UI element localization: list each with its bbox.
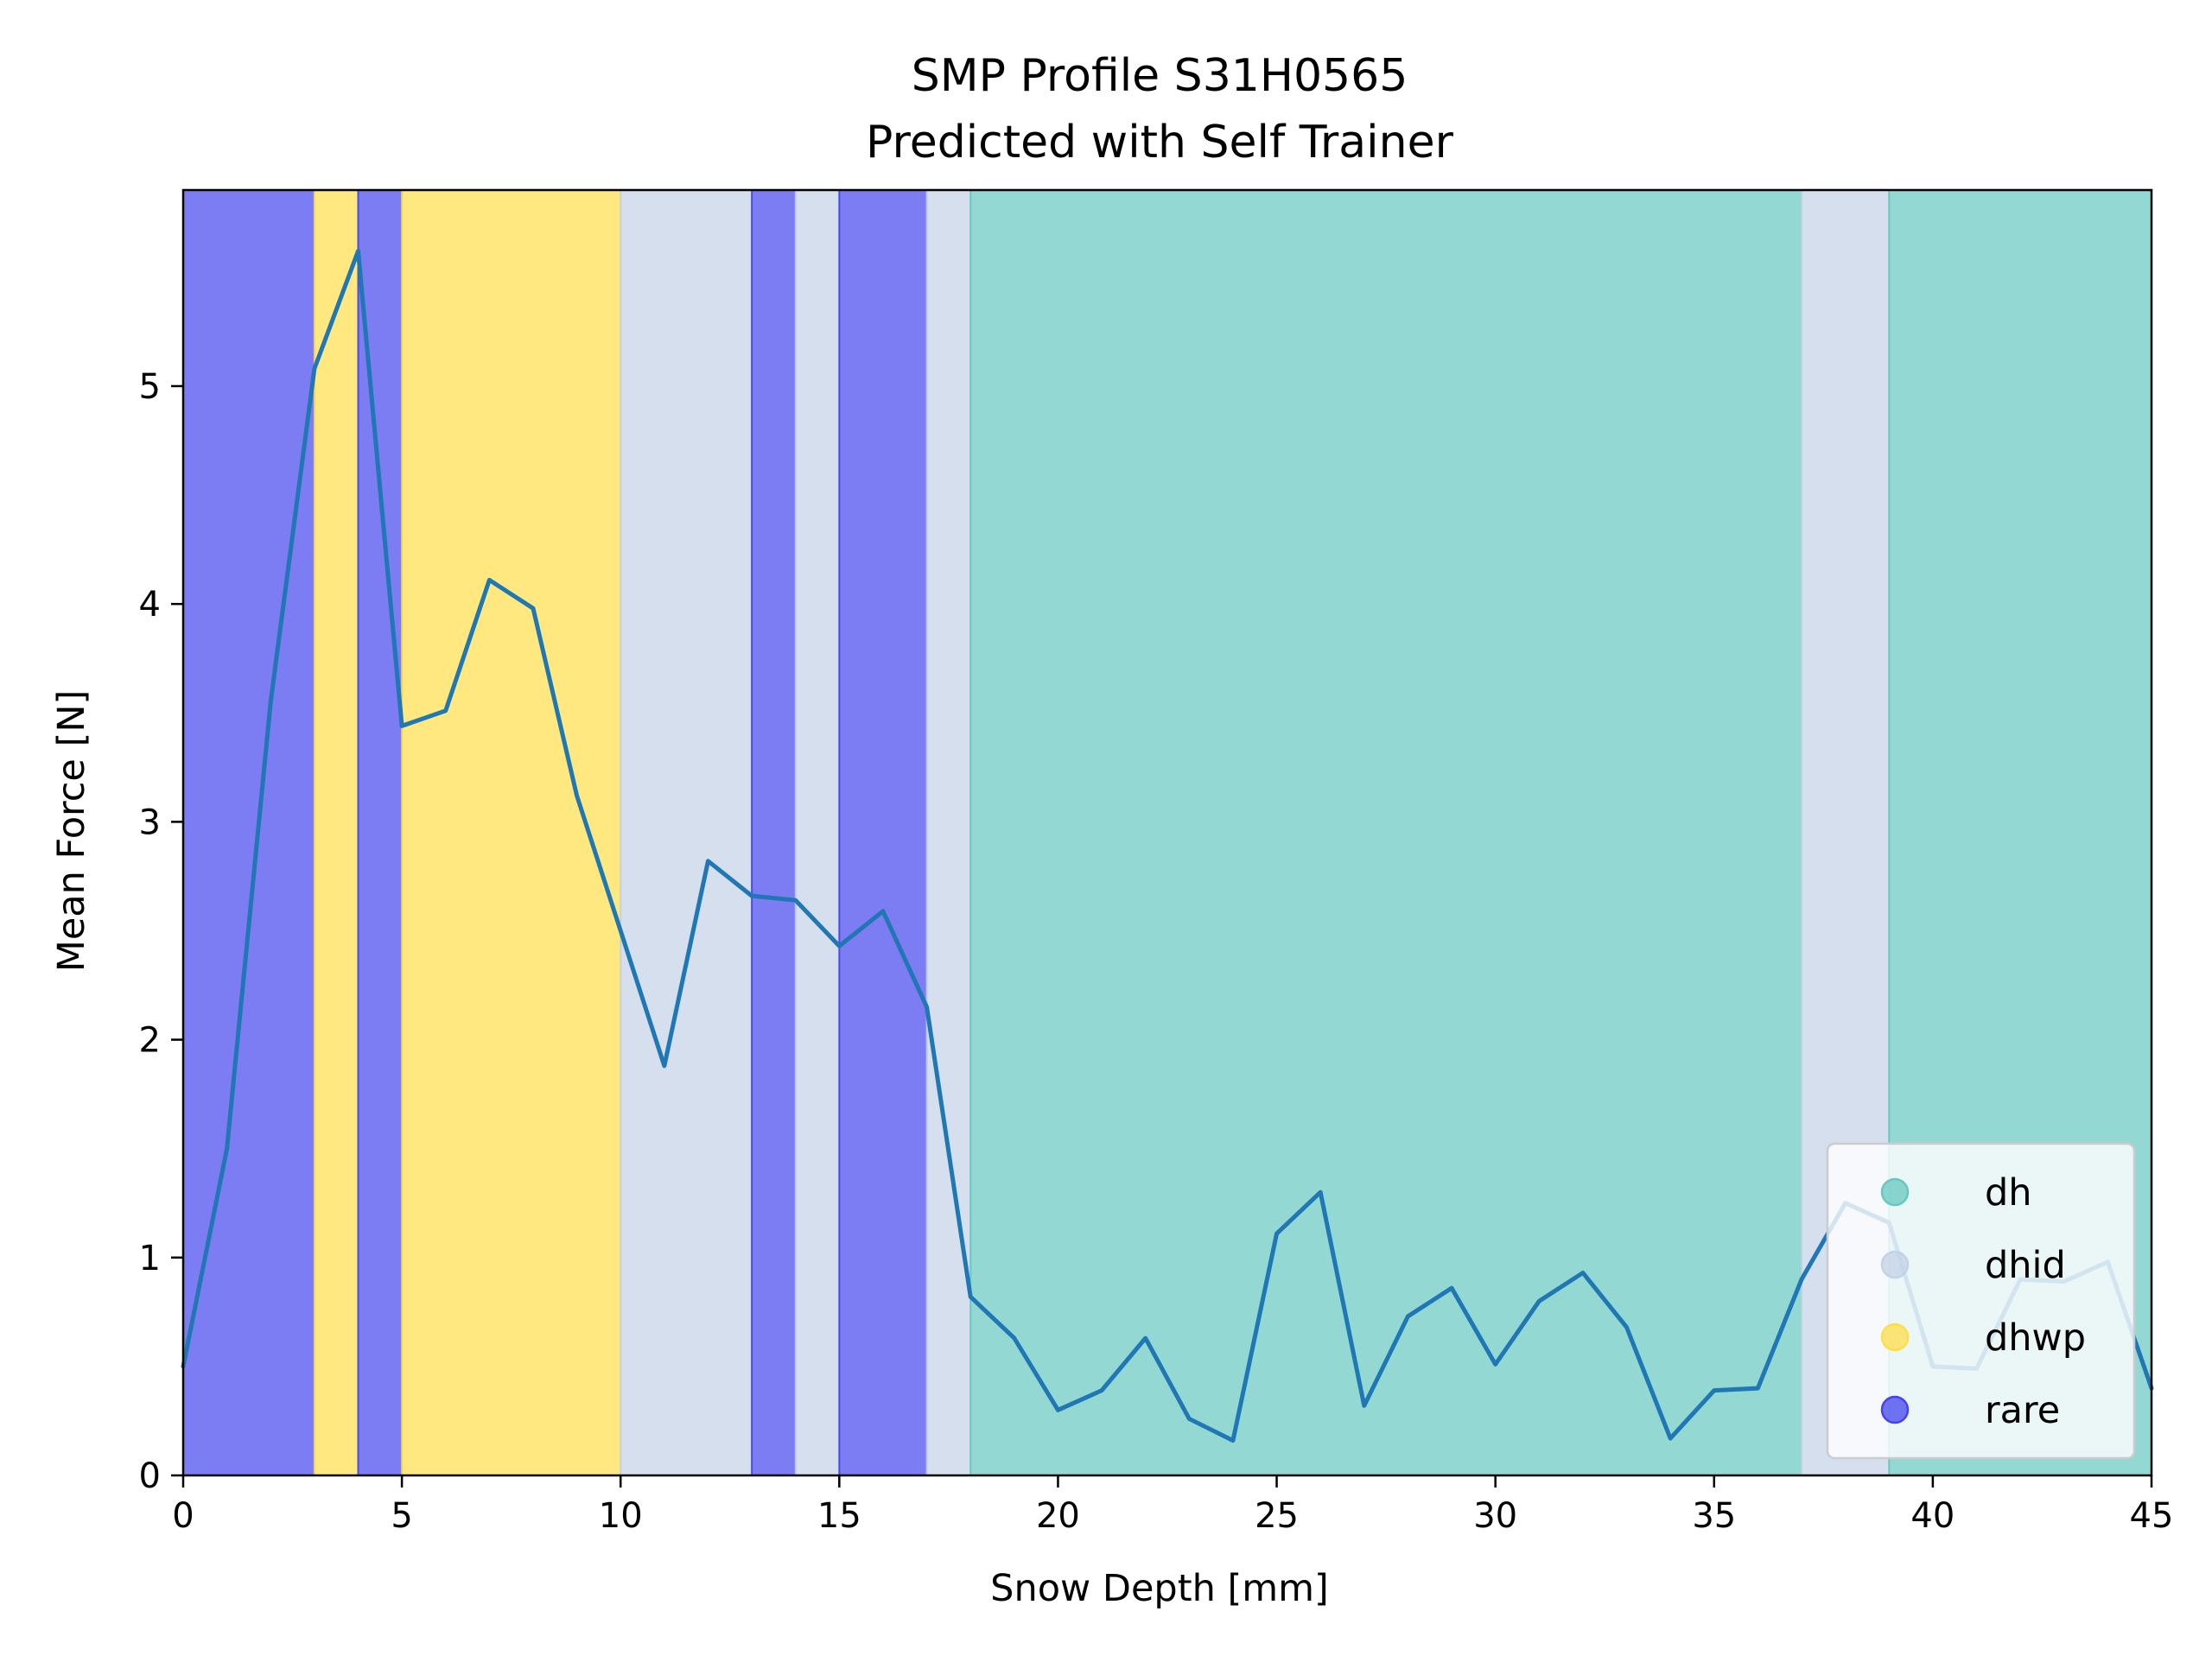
x-tick-label: 45 [2130,1496,2174,1536]
series-line-0 [181,249,2154,1443]
legend-label-dh: dh [1985,1171,2032,1215]
y-tick-label: 1 [139,1239,161,1278]
legend: dh dhid dhwp rare [1826,1142,2136,1460]
y-tick-label: 5 [139,367,161,407]
series-lines [181,249,2154,1443]
chart-subtitle: Predicted with Self Trainer [866,117,1454,168]
y-tick-label: 2 [139,1021,161,1061]
x-tick-label: 35 [1692,1496,1736,1536]
x-tick-label: 25 [1255,1496,1299,1536]
band-rare-0 [182,189,315,1476]
x-tick-label: 15 [817,1496,861,1536]
band-rare-7 [838,189,928,1476]
legend-box [1826,1142,2136,1460]
band-dhid-4 [620,189,753,1476]
x-axis: 0 5 10 15 20 25 30 35 40 45 [172,1475,2173,1536]
x-tick-label: 10 [599,1496,643,1536]
x-tick-label: 40 [1910,1496,1955,1536]
x-axis-label: Snow Depth [mm] [990,1567,1329,1610]
x-tick-label: 20 [1036,1496,1080,1536]
plot-frame [181,188,2153,1477]
legend-marker-rare [1880,1395,1910,1424]
y-tick-label: 3 [139,802,161,842]
chart-title: SMP Profile S31H0565 [912,50,1408,102]
band-rare-5 [751,189,797,1476]
y-tick-label: 0 [139,1456,161,1496]
x-tick-label: 5 [391,1496,412,1536]
band-dhid-8 [925,189,972,1476]
legend-marker-dhid [1880,1250,1910,1279]
legend-marker-dhwp [1880,1323,1910,1352]
band-dh-9 [969,189,1803,1476]
legend-label-dhid: dhid [1985,1244,2066,1287]
legend-marker-dh [1880,1177,1910,1207]
y-axis-label: Mean Force [N] [50,690,93,973]
y-axis: 0 1 2 3 4 5 [139,367,183,1496]
band-dhid-6 [794,189,841,1476]
x-tick-label: 0 [172,1496,194,1536]
legend-label-dhwp: dhwp [1985,1316,2086,1360]
y-tick-label: 4 [139,585,161,625]
legend-label-rare: rare [1985,1389,2060,1432]
x-tick-label: 30 [1473,1496,1517,1536]
band-dhwp-1 [313,189,359,1476]
band-dhwp-3 [401,189,622,1476]
band-rare-2 [357,189,404,1476]
